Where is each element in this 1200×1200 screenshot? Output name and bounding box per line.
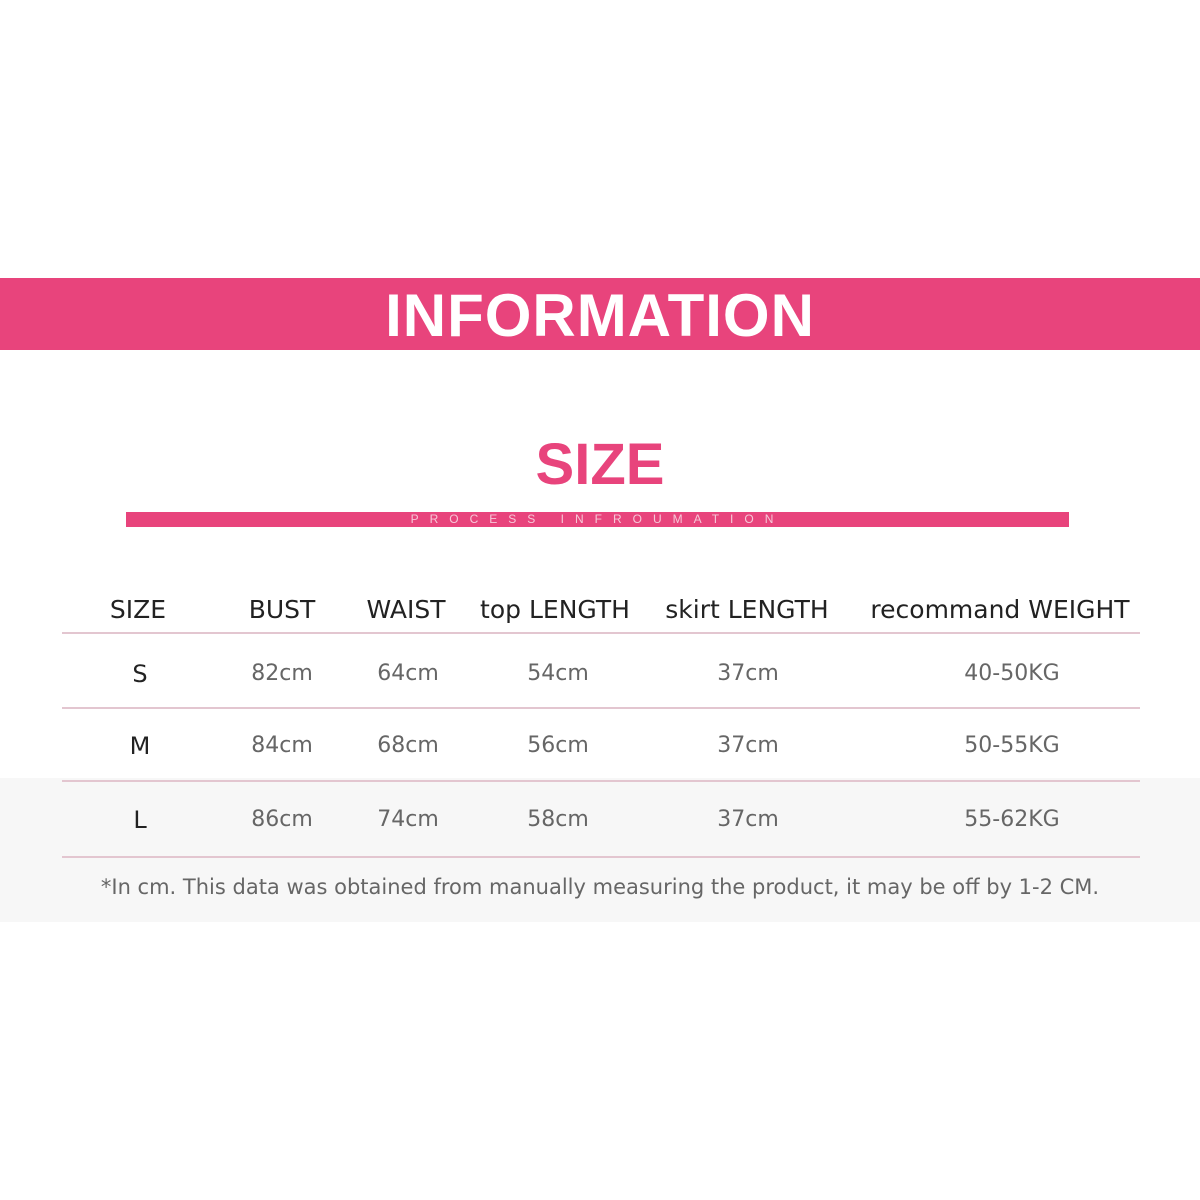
gray-background-band <box>0 778 1200 922</box>
table-cell: 84cm <box>251 733 313 758</box>
column-header: recommand WEIGHT <box>870 595 1130 624</box>
divider <box>62 707 1140 709</box>
section-title: SIZE <box>535 432 665 497</box>
column-header: WAIST <box>366 595 446 624</box>
column-header: top LENGTH <box>480 595 630 624</box>
table-cell: 86cm <box>251 807 313 832</box>
column-header: BUST <box>248 595 316 624</box>
table-cell: 56cm <box>527 733 589 758</box>
table-cell: 82cm <box>251 661 313 686</box>
size-label: L <box>133 806 147 834</box>
table-cell: 54cm <box>527 661 589 686</box>
banner-title: INFORMATION <box>385 282 815 349</box>
section-subtitle: PROCESS INFROUMATION <box>410 512 785 526</box>
section-subtitle-bar: PROCESS INFROUMATION <box>126 512 1069 527</box>
table-cell: 64cm <box>377 661 439 686</box>
table-cell: 40-50KG <box>964 661 1060 686</box>
size-label: S <box>132 660 148 688</box>
table-cell: 55-62KG <box>964 807 1060 832</box>
divider <box>62 632 1140 634</box>
table-cell: 37cm <box>717 661 779 686</box>
size-label: M <box>129 732 151 760</box>
column-header: skirt LENGTH <box>665 595 829 624</box>
table-cell: 68cm <box>377 733 439 758</box>
table-cell: 37cm <box>717 807 779 832</box>
divider <box>62 780 1140 782</box>
measurement-note: *In cm. This data was obtained from manu… <box>100 875 1100 899</box>
table-cell: 58cm <box>527 807 589 832</box>
information-banner <box>0 278 1200 350</box>
table-cell: 37cm <box>717 733 779 758</box>
divider <box>62 856 1140 858</box>
column-header: SIZE <box>109 595 167 624</box>
table-cell: 50-55KG <box>964 733 1060 758</box>
table-cell: 74cm <box>377 807 439 832</box>
